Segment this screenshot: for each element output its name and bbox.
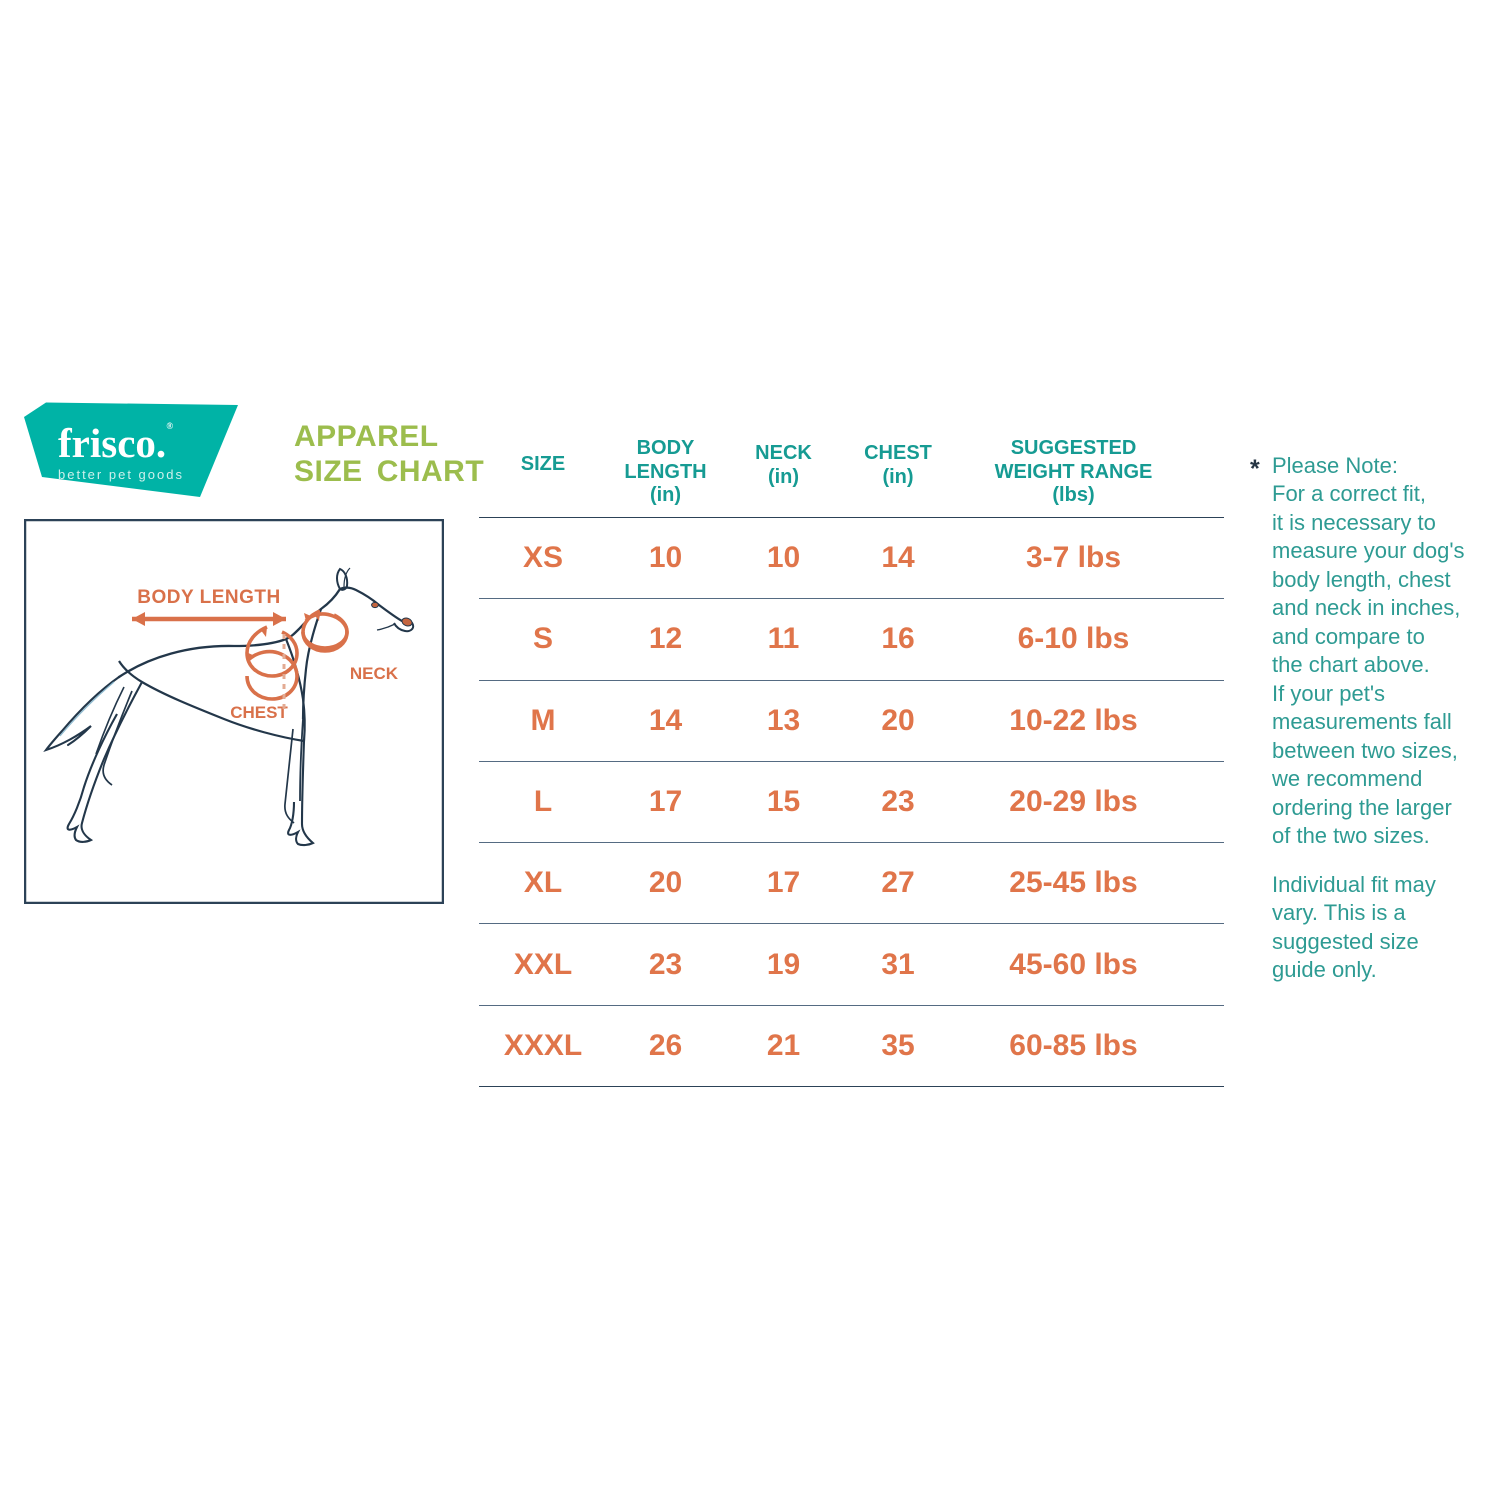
svg-text:BODY LENGTH: BODY LENGTH	[137, 587, 280, 608]
svg-text:NECK: NECK	[350, 664, 399, 683]
svg-text:CHEST: CHEST	[230, 703, 288, 722]
